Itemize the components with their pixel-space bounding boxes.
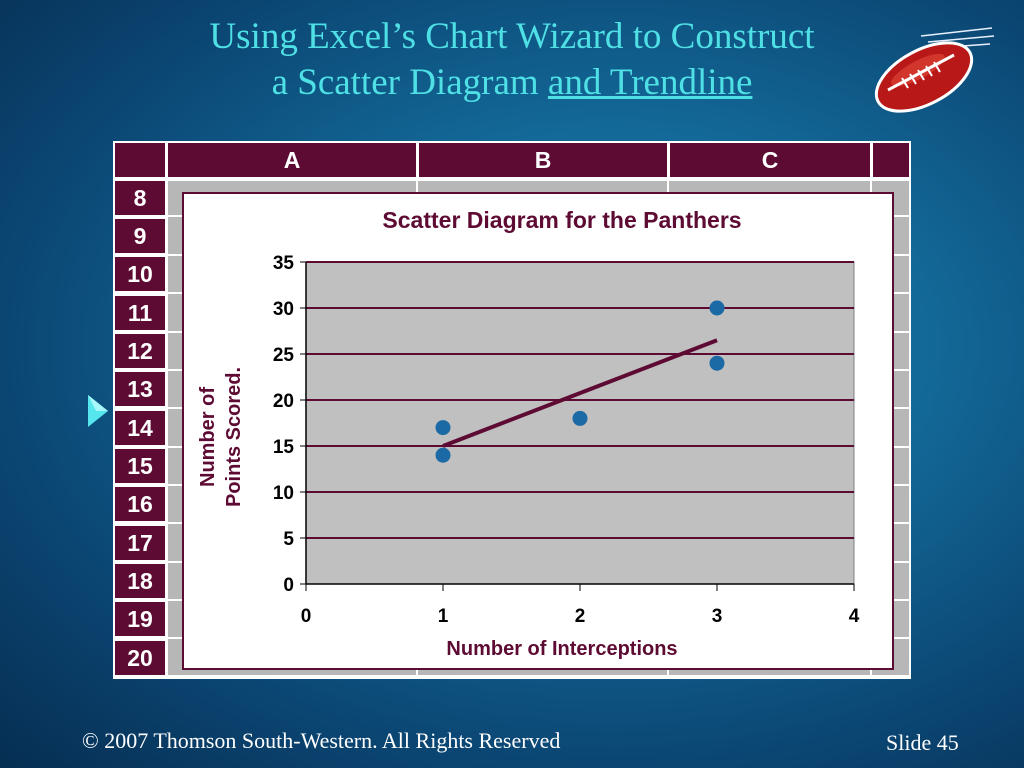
y-tick-label: 10 xyxy=(273,483,294,504)
y-tick-label: 20 xyxy=(273,391,294,412)
row-header-18[interactable]: 18 xyxy=(115,564,165,598)
x-tick-label: 0 xyxy=(301,606,312,627)
data-point xyxy=(709,300,725,316)
data-point xyxy=(572,410,588,426)
row-header-8[interactable]: 8 xyxy=(115,181,165,215)
row-header-14[interactable]: 14 xyxy=(115,411,165,445)
row-header-11[interactable]: 11 xyxy=(115,296,165,330)
y-axis-label-line-1: Number of xyxy=(197,387,219,487)
title-line-1: Using Excel’s Chart Wizard to Construct xyxy=(209,16,815,57)
slide-title: Using Excel’s Chart Wizard to Construct … xyxy=(0,14,1024,106)
data-point xyxy=(435,420,451,436)
x-tick-label: 3 xyxy=(712,606,723,627)
y-tick-label: 15 xyxy=(273,437,295,458)
data-point xyxy=(709,355,725,371)
column-header-c[interactable]: C xyxy=(670,143,870,177)
x-tick-label: 1 xyxy=(438,606,449,627)
column-header-a[interactable]: A xyxy=(168,143,416,177)
row-header-10[interactable]: 10 xyxy=(115,257,165,291)
y-axis-label-line-2: Points Scored. xyxy=(223,367,245,507)
column-header-b[interactable]: B xyxy=(419,143,667,177)
title-line-2: a Scatter Diagram and Trendline xyxy=(0,60,1024,106)
footer-slide-number: Slide 45 xyxy=(886,730,959,755)
data-point xyxy=(435,447,451,463)
y-tick-label: 25 xyxy=(273,345,295,366)
x-tick-label: 2 xyxy=(575,606,586,627)
row-header-9[interactable]: 9 xyxy=(115,219,165,253)
row-header-17[interactable]: 17 xyxy=(115,526,165,560)
scatter-chart: Scatter Diagram for the Panthers 0510152… xyxy=(197,207,860,660)
row-header-19[interactable]: 19 xyxy=(115,602,165,636)
x-axis-label: Number of Interceptions xyxy=(446,638,677,660)
row-header-16[interactable]: 16 xyxy=(115,487,165,521)
bullet-arrow-icon xyxy=(88,395,108,427)
y-tick-label: 30 xyxy=(273,299,294,320)
column-header-d[interactable] xyxy=(873,143,909,177)
y-tick-label: 5 xyxy=(283,529,294,550)
trendline xyxy=(442,338,718,448)
title-line-2-underlined: and Trendline xyxy=(547,62,753,103)
title-line-2-plain: a Scatter Diagram xyxy=(271,62,548,103)
chart-title: Scatter Diagram for the Panthers xyxy=(382,207,741,233)
y-tick-label: 0 xyxy=(283,575,294,596)
x-tick-label: 4 xyxy=(849,606,860,627)
row-header-13[interactable]: 13 xyxy=(115,372,165,406)
row-header-12[interactable]: 12 xyxy=(115,334,165,368)
embedded-chart[interactable]: Scatter Diagram for the Panthers 0 5 10 15 2… xyxy=(182,192,894,670)
y-tick-label: 35 xyxy=(273,253,295,274)
footer-copyright: © 2007 Thomson South-Western. All Rights… xyxy=(82,728,561,753)
football-icon xyxy=(874,27,995,113)
row-header-20[interactable]: 20 xyxy=(115,641,165,675)
row-header-15[interactable]: 15 xyxy=(115,449,165,483)
select-all-corner[interactable] xyxy=(115,143,165,177)
